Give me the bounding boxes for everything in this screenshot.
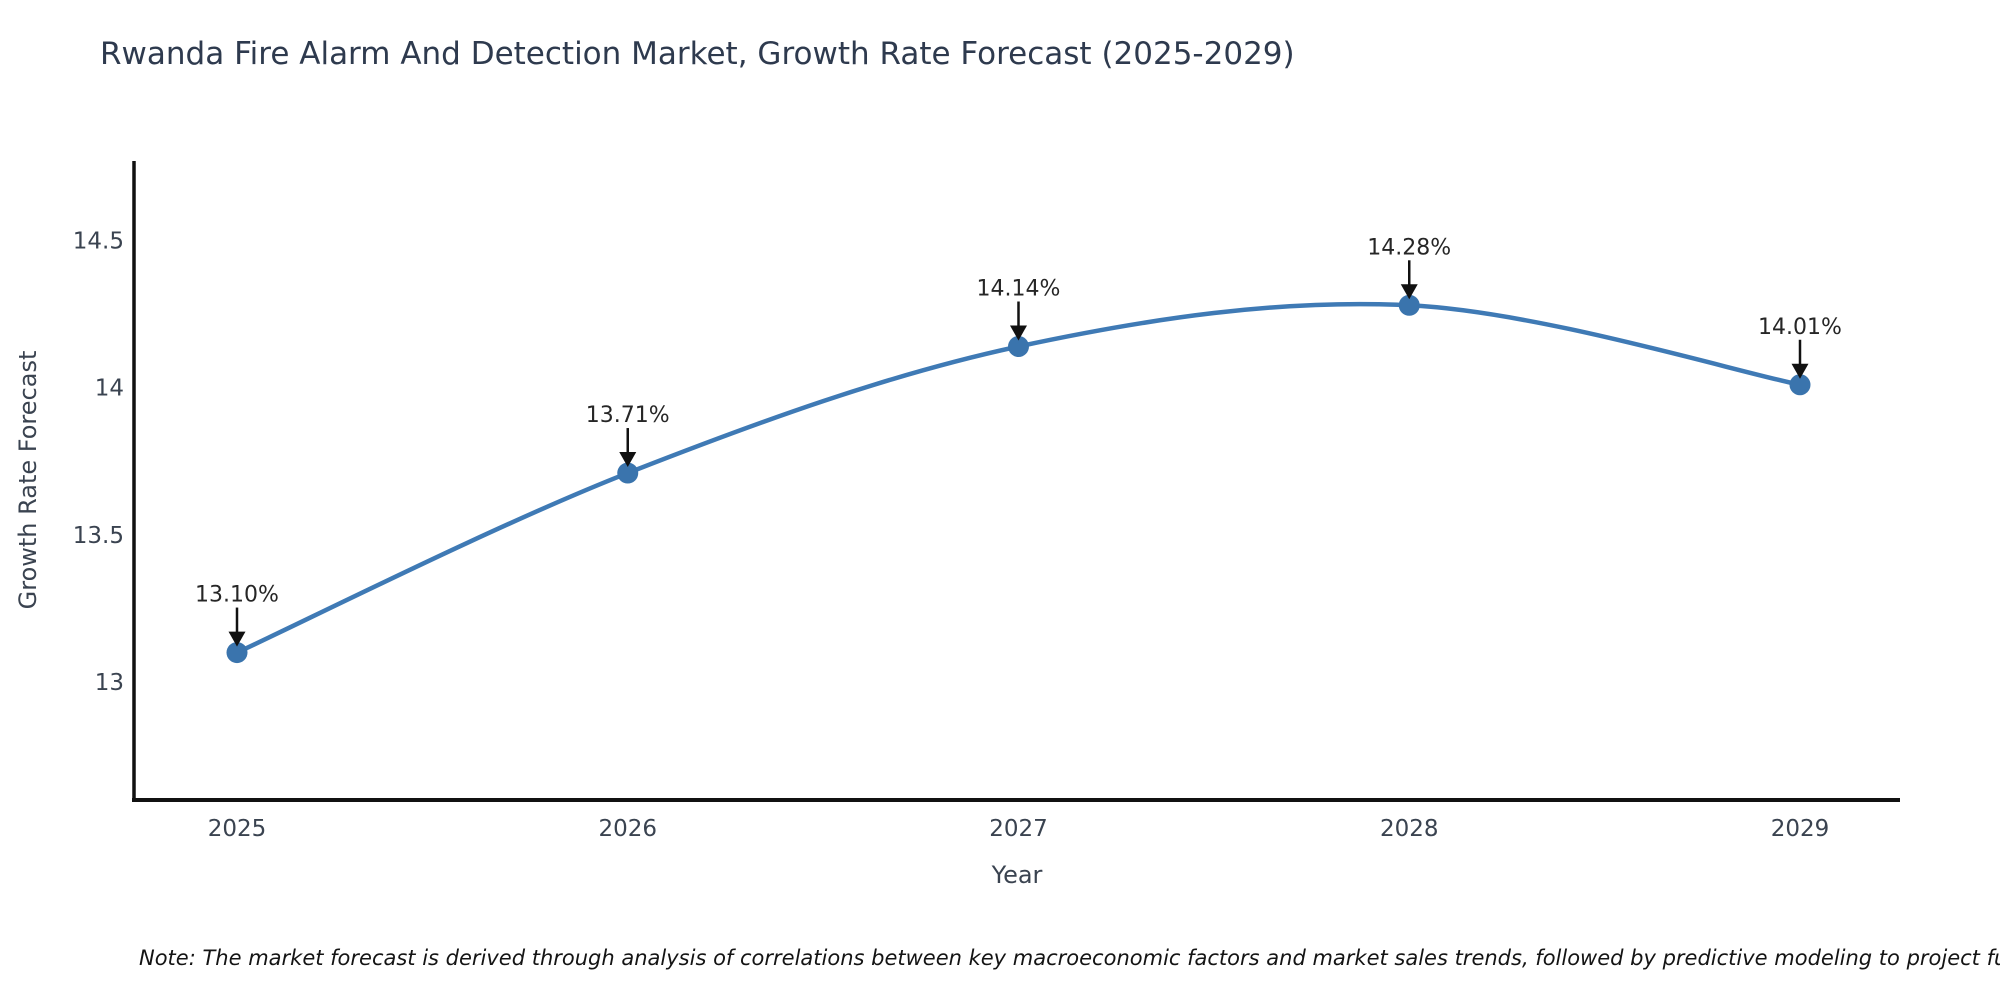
data-point <box>1008 335 1029 357</box>
annotation-arrow-head <box>1010 325 1027 341</box>
y-tick-label: 13.5 <box>73 523 124 549</box>
data-point <box>617 462 639 484</box>
y-tick-label: 14 <box>95 376 124 402</box>
data-point-label: 14.01% <box>1758 315 1842 340</box>
data-point-label: 13.71% <box>586 403 670 428</box>
annotation-arrow-head <box>1400 284 1418 300</box>
y-tick-label: 13 <box>95 670 124 696</box>
x-tick-label: 2029 <box>1771 816 1830 842</box>
x-tick-label: 2026 <box>598 816 657 842</box>
x-tick-label: 2027 <box>989 816 1048 842</box>
data-point <box>1398 294 1420 316</box>
data-point-label: 13.10% <box>195 583 279 608</box>
annotation-arrow-head <box>619 452 637 468</box>
footnote: Note: The market forecast is derived thr… <box>139 946 2000 970</box>
x-tick-label: 2025 <box>208 816 267 842</box>
x-axis-label: Year <box>991 861 1043 889</box>
data-point <box>226 642 248 664</box>
y-tick-label: 14.5 <box>73 229 124 255</box>
x-tick-label: 2028 <box>1380 816 1439 842</box>
data-point <box>1789 374 1811 396</box>
annotation-arrow-head <box>228 631 246 647</box>
chart-title: Rwanda Fire Alarm And Detection Market, … <box>100 36 1295 72</box>
annotation-arrow-head <box>1791 363 1809 379</box>
data-point-label: 14.14% <box>977 276 1061 301</box>
y-axis-label: Growth Rate Forecast <box>14 350 42 610</box>
data-point-label: 14.28% <box>1367 235 1451 260</box>
